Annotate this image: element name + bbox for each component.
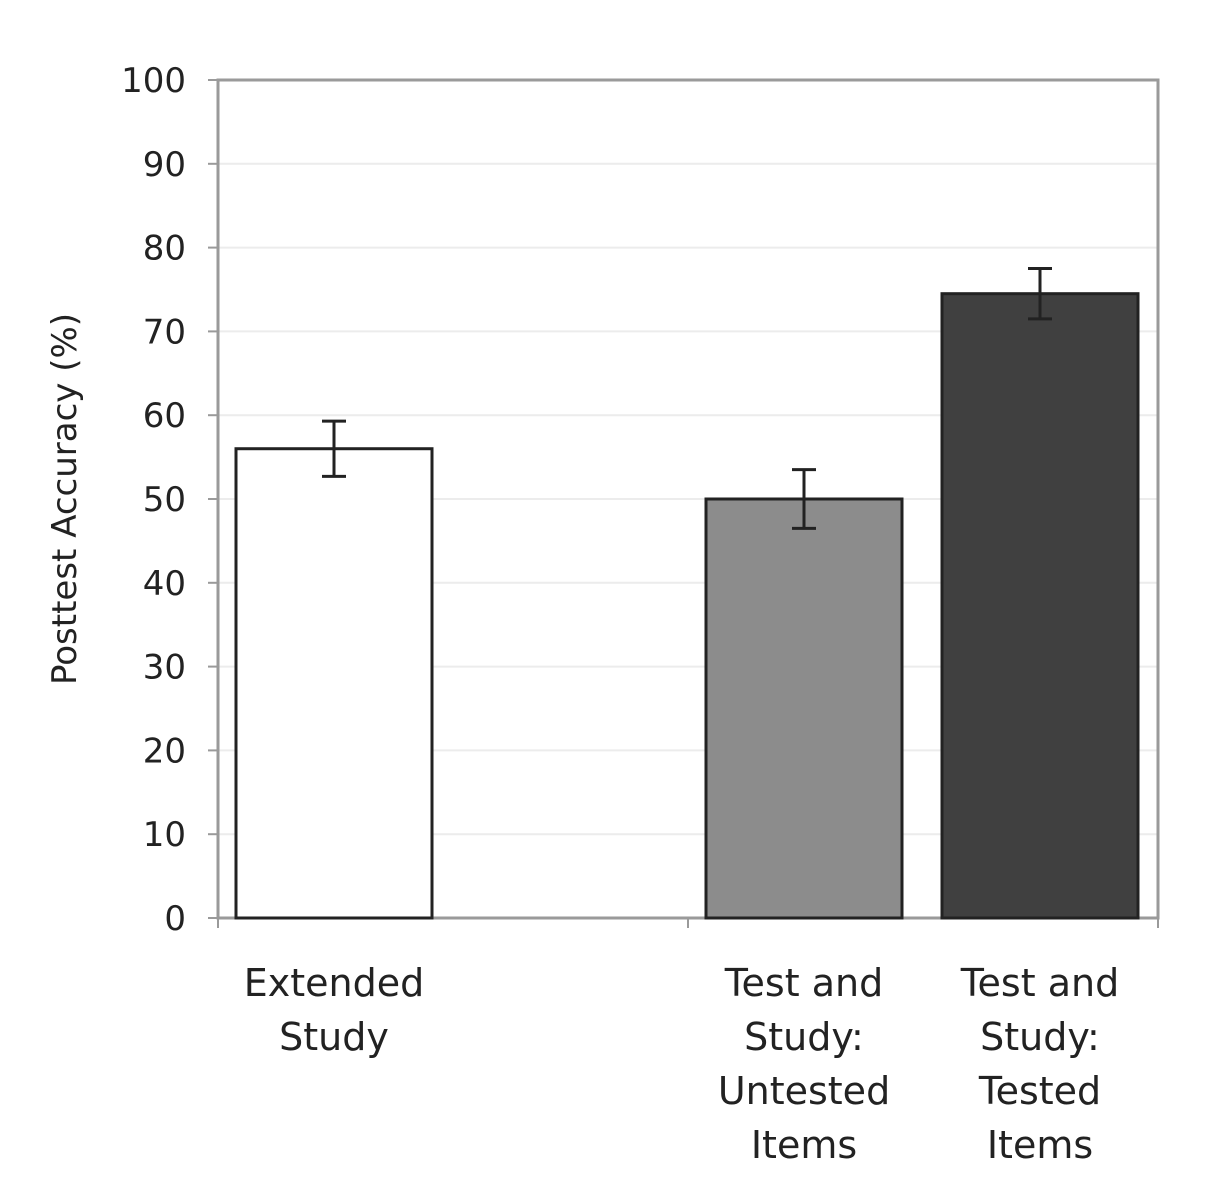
y-tick-label: 40 — [143, 564, 186, 604]
x-category-label-line: Test and — [960, 961, 1119, 1005]
x-axis: Extended Study Test and Study: Untested Items… — [217, 918, 1159, 1167]
y-tick-label: 10 — [143, 815, 186, 855]
bars — [234, 292, 1140, 920]
x-category-label: Test and Study: Tested Items — [960, 961, 1119, 1167]
x-category-label-line: Untested — [718, 1069, 890, 1113]
y-axis: 0 10 20 30 40 50 60 70 80 90 100 — [121, 61, 218, 939]
x-category-label-line: Study — [279, 1015, 389, 1059]
y-tick-label: 0 — [164, 899, 186, 939]
y-tick-label: 80 — [143, 229, 186, 269]
bar — [704, 497, 904, 920]
x-category-label: Test and Study: Untested Items — [718, 961, 890, 1167]
x-category-label-line: Items — [751, 1123, 857, 1167]
x-category-label: Extended Study — [244, 961, 424, 1059]
x-category-label-line: Tested — [978, 1069, 1101, 1113]
y-axis-label: Posttest Accuracy (%) — [45, 313, 85, 685]
y-tick-label: 50 — [143, 480, 186, 520]
y-tick-label: 90 — [143, 145, 186, 185]
y-tick-label: 60 — [143, 396, 186, 436]
y-tick-label: 70 — [143, 312, 186, 352]
y-tick-label: 20 — [143, 731, 186, 771]
error-bars — [322, 267, 1052, 530]
x-category-label-line: Test and — [724, 961, 883, 1005]
x-category-label-line: Items — [987, 1123, 1093, 1167]
y-tick-label: 30 — [143, 648, 186, 688]
x-category-label-line: Study: — [744, 1015, 864, 1059]
bar — [940, 292, 1140, 920]
bar — [234, 447, 434, 920]
x-category-label-line: Extended — [244, 961, 424, 1005]
x-category-label-line: Study: — [980, 1015, 1100, 1059]
y-tick-label: 100 — [121, 61, 186, 101]
